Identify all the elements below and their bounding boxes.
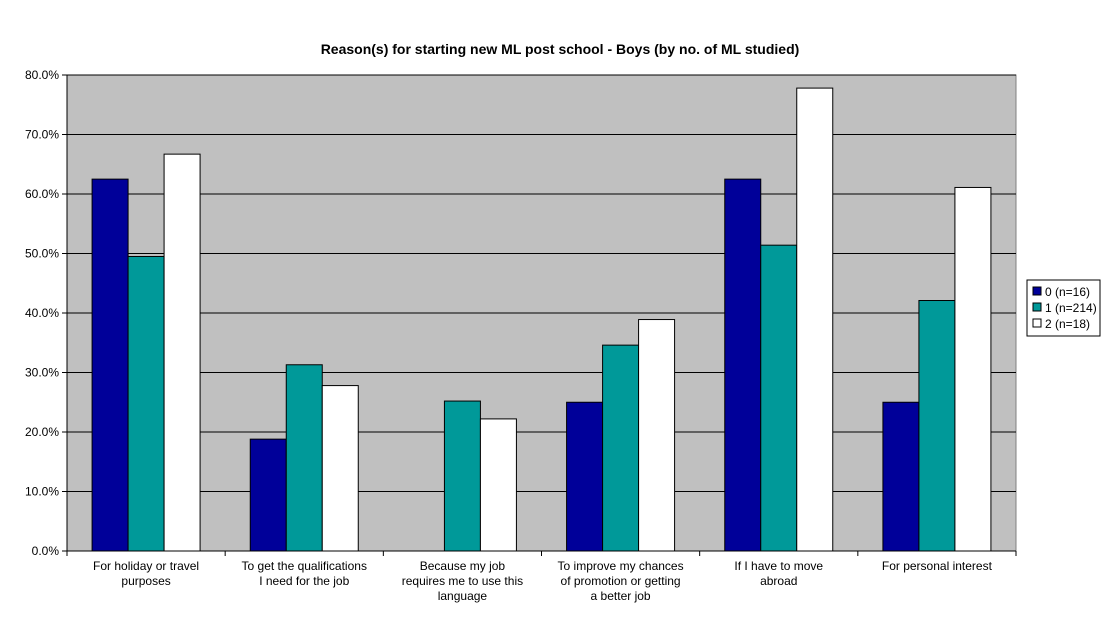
bar [163,153,201,552]
y-tick-label: 0.0% [32,544,60,558]
x-tick-label: For personal interest [882,559,993,573]
bar [724,178,762,552]
y-tick-label: 30.0% [25,366,59,380]
x-tick-label: If I have to move abroad [734,559,823,588]
bar [249,438,287,552]
y-tick-label: 20.0% [25,425,59,439]
y-tick-label: 50.0% [25,247,59,261]
legend-label: 0 (n=16) [1045,285,1090,299]
y-tick-label: 40.0% [25,306,59,320]
bar [285,364,323,552]
legend-swatch [1032,318,1042,328]
legend-swatch [1032,302,1042,312]
chart-title: Reason(s) for starting new ML post schoo… [321,41,800,57]
y-tick-label: 70.0% [25,128,59,142]
bar [127,255,165,552]
bar [321,385,359,552]
bar [638,319,676,552]
bar [796,87,834,552]
bar [954,186,992,552]
plot-area: 0.0% 10.0% 20.0% 30.0% 40.0% 50.0% 60.0% 70.0% 8… [25,68,1017,603]
bar [443,400,481,552]
bar [918,300,956,552]
bar [882,401,920,552]
bar [760,244,798,552]
x-tick-label: To improve my chances of promotion or get… [558,559,684,603]
x-tick-label: Because my job requires me to use this lan… [402,559,523,603]
legend-label: 2 (n=18) [1045,317,1090,331]
bar [479,418,517,552]
legend-label: 1 (n=214) [1045,301,1097,315]
y-tick-label: 60.0% [25,187,59,201]
bar [602,344,640,552]
bar [91,178,129,552]
legend-swatch [1032,286,1042,296]
bar [566,401,604,552]
x-tick-label: For holiday or travel purposes [93,559,199,588]
legend: 0 (n=16) 1 (n=214) 2 (n=18) [1026,279,1101,337]
y-tick-label: 10.0% [25,485,59,499]
x-tick-label: To get the qualifications I need for the … [242,559,367,588]
y-tick-label: 80.0% [25,68,59,82]
